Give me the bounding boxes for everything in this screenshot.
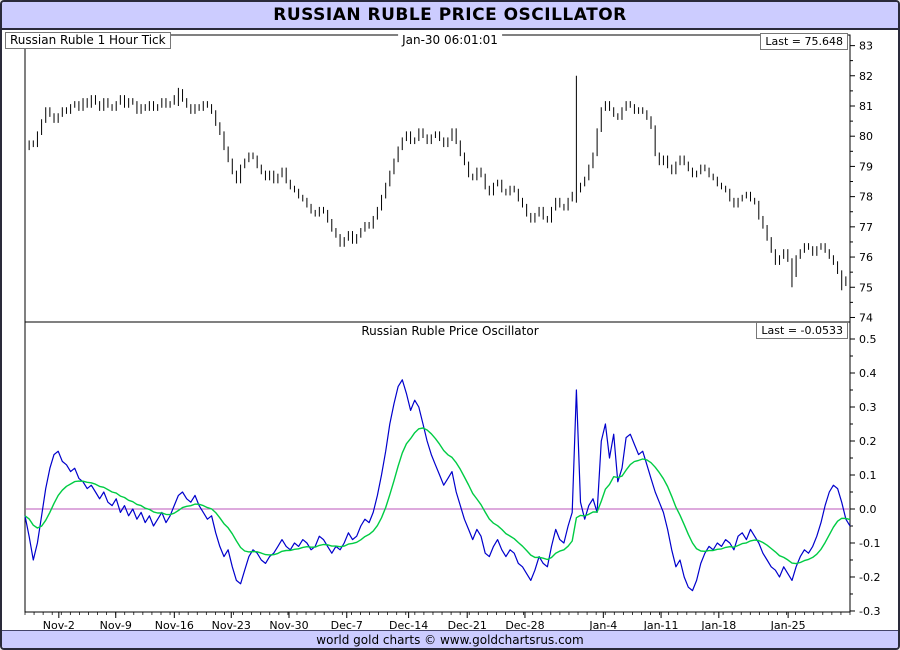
x-tick-label: Dec-14	[389, 619, 428, 630]
x-tick-label: Jan-4	[588, 619, 617, 630]
y-tick-label: 75	[859, 281, 873, 294]
y-tick-label: -0.1	[859, 537, 880, 550]
y-tick-label: 78	[859, 191, 873, 204]
x-tick-label: Nov-30	[269, 619, 308, 630]
oscillator-last-value-badge: Last = -0.0533	[756, 322, 848, 339]
oscillator-pane-title: Russian Ruble Price Oscillator	[357, 324, 543, 339]
y-tick-label: 74	[859, 311, 873, 324]
y-tick-label: 0.3	[859, 401, 877, 414]
y-tick-label: -0.3	[859, 605, 880, 618]
price-pane-label: Russian Ruble 1 Hour Tick	[5, 32, 171, 49]
x-tick-label: Dec-28	[505, 619, 544, 630]
y-tick-label: 76	[859, 251, 873, 264]
y-tick-label: 0.5	[859, 333, 877, 346]
x-tick-label: Nov-23	[212, 619, 251, 630]
chart-area: 83 82 81 80 79 78 77 76 75 74 0.5 0.4 0.3 0.2 0.1 0.0 -0…	[2, 30, 898, 630]
x-tick-label: Nov-9	[100, 619, 132, 630]
y-tick-label: 0.2	[859, 435, 877, 448]
x-tick-label: Nov-2	[43, 619, 75, 630]
y-tick-label: 81	[859, 100, 873, 113]
y-tick-label: 80	[859, 130, 873, 143]
y-tick-label: 82	[859, 70, 873, 83]
x-tick-label: Jan-25	[770, 619, 806, 630]
page-title: RUSSIAN RUBLE PRICE OSCILLATOR	[2, 2, 898, 30]
y-tick-label: 0.1	[859, 469, 877, 482]
footer-credit: world gold charts © www.goldchartsrus.co…	[2, 630, 898, 648]
y-tick-label: 0.4	[859, 367, 877, 380]
y-tick-label: 77	[859, 221, 873, 234]
y-tick-label: -0.2	[859, 571, 880, 584]
chart-canvas: 83 82 81 80 79 78 77 76 75 74 0.5 0.4 0.3 0.2 0.1 0.0 -0…	[24, 34, 880, 630]
x-tick-label: Jan-18	[700, 619, 736, 630]
y-tick-label: 83	[859, 40, 873, 53]
oscillator-line	[24, 379, 851, 592]
x-tick-label: Jan-11	[643, 619, 679, 630]
x-tick-label: Dec-21	[448, 619, 487, 630]
x-tick-label: Nov-16	[155, 619, 194, 630]
y-tick-label: 0.0	[859, 503, 877, 516]
timestamp-label: Jan-30 06:01:01	[398, 33, 502, 48]
y-tick-label: 79	[859, 160, 873, 173]
x-tick-label: Dec-7	[331, 619, 363, 630]
signal-line	[24, 427, 851, 565]
price-last-value-badge: Last = 75.648	[760, 33, 848, 50]
